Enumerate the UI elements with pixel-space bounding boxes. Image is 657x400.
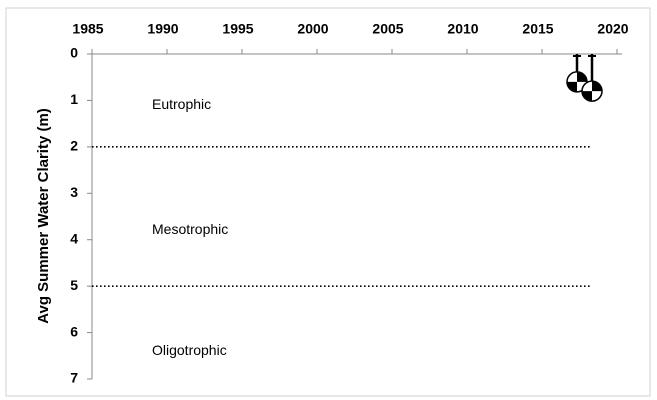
y-tick-label: 3 (70, 184, 78, 200)
x-tick-label: 2015 (522, 21, 553, 37)
y-tick-label: 5 (70, 277, 78, 293)
y-tick-label: 2 (70, 138, 78, 154)
y-tick-label: 6 (70, 323, 78, 339)
disk-quadrant (577, 71, 587, 82)
y-tick-label: 1 (70, 91, 78, 107)
annotation: Eutrophic (152, 96, 211, 112)
disk-quadrant (567, 81, 577, 92)
secchi-disk (581, 54, 603, 102)
x-tick-label: 1995 (222, 21, 253, 37)
y-tick-label: 7 (70, 370, 78, 386)
y-tick-label: 4 (70, 230, 78, 246)
disk-quadrant (592, 81, 602, 92)
x-tick-label: 2005 (372, 21, 403, 37)
disk-quadrant (582, 91, 592, 102)
y-axis-title: Avg Summer Water Clarity (m) (35, 108, 52, 324)
frame (5, 7, 651, 397)
x-tick-label: 2020 (597, 21, 628, 37)
annotation: Mesotrophic (152, 221, 228, 237)
x-tick-label: 2010 (447, 21, 478, 37)
x-tick-label: 1990 (147, 21, 178, 37)
y-tick-label: 0 (70, 45, 78, 61)
x-tick-label: 2000 (297, 21, 328, 37)
x-tick-label: 1985 (72, 21, 103, 37)
annotation: Oligotrophic (152, 342, 227, 358)
